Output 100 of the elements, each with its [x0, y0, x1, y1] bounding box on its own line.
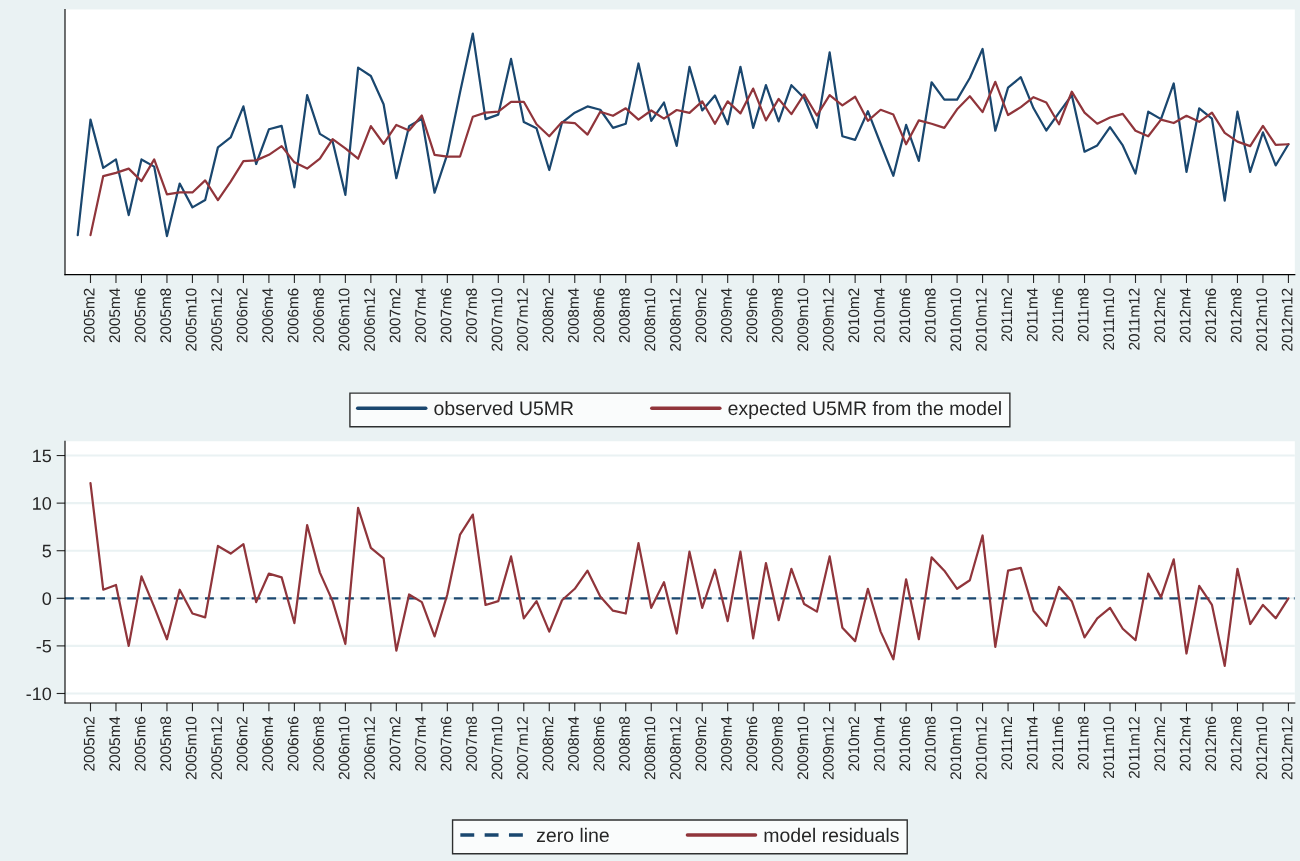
x-tick-label: 2010m2 — [848, 288, 860, 343]
x-tick-label: 2009m4 — [720, 288, 732, 343]
x-tick-label: 2008m2 — [542, 288, 554, 343]
y-tick-label: 10 — [33, 497, 52, 510]
x-tick-label: 2007m8 — [466, 716, 477, 771]
x-tick-label: 2010m8 — [924, 288, 936, 343]
x-tick-label: 2005m4 — [109, 288, 121, 343]
x-tick-label: 2008m2 — [542, 716, 554, 771]
x-tick-label: 2008m4 — [568, 716, 579, 771]
x-tick-label: 2005m6 — [134, 716, 146, 771]
x-tick-label: 2010m12 — [975, 716, 987, 780]
x-tick-label: 2009m2 — [695, 716, 707, 771]
y-tick-label: -5 — [36, 640, 52, 653]
x-tick-label: 2005m2 — [83, 288, 95, 343]
x-tick-label: 2006m10 — [338, 716, 350, 780]
x-tick-label: 2007m10 — [491, 716, 503, 780]
x-tick-label: 2005m2 — [83, 716, 95, 771]
x-tick-label: 2007m8 — [466, 288, 477, 343]
x-tick-label: 2010m8 — [924, 716, 936, 771]
x-tick-label: 2006m12 — [364, 716, 375, 780]
x-tick-label: 2010m10 — [950, 288, 962, 351]
x-tick-label: 2006m8 — [313, 288, 324, 343]
x-tick-label: 2006m2 — [236, 716, 248, 771]
x-tick-label: 2005m12 — [211, 716, 223, 780]
x-tick-label: 2010m2 — [848, 716, 860, 771]
x-tick-label: 2010m12 — [975, 288, 987, 351]
x-tick-label: 2008m12 — [670, 716, 681, 780]
x-tick-label: 2006m6 — [287, 716, 299, 771]
x-tick-label: 2011m4 — [1026, 288, 1038, 342]
x-tick-label: 2011m10 — [1103, 716, 1115, 779]
x-tick-label: 2011m12 — [1128, 716, 1140, 779]
x-tick-label: 2012m6 — [1205, 288, 1217, 343]
x-tick-label: 2012m12 — [1281, 288, 1293, 351]
x-tick-label: 2010m6 — [899, 716, 911, 771]
x-tick-label: 2009m4 — [720, 716, 732, 771]
x-tick-label: 2010m6 — [899, 288, 911, 343]
x-tick-label: 2012m6 — [1205, 716, 1217, 771]
x-tick-label: 2006m12 — [364, 288, 375, 351]
x-tick-label: 2012m4 — [1179, 716, 1191, 771]
x-tick-label: 2011m10 — [1103, 288, 1115, 350]
x-tick-label: 2009m6 — [746, 288, 758, 343]
legend-label: expected U5MR from the model — [728, 400, 1001, 420]
x-tick-label: 2009m8 — [771, 288, 783, 343]
x-tick-label: 2008m12 — [670, 288, 681, 351]
x-tick-label: 2011m2 — [1001, 288, 1013, 342]
x-tick-label: 2008m8 — [619, 288, 630, 343]
x-tick-label: 2008m6 — [593, 288, 605, 343]
x-tick-label: 2010m4 — [873, 288, 885, 343]
x-tick-label: 2012m12 — [1281, 716, 1293, 780]
x-tick-label: 2006m10 — [338, 288, 350, 351]
x-tick-label: 2010m4 — [873, 716, 885, 771]
x-tick-label: 2012m4 — [1179, 288, 1191, 343]
x-tick-label: 2006m4 — [262, 716, 274, 771]
x-tick-label: 2009m10 — [797, 288, 809, 351]
x-tick-label: 2007m2 — [389, 716, 401, 771]
x-tick-label: 2007m6 — [440, 288, 452, 343]
x-tick-label: 2008m4 — [568, 288, 579, 343]
x-tick-label: 2006m8 — [313, 716, 324, 771]
x-tick-label: 2011m2 — [1001, 716, 1013, 770]
x-tick-label: 2006m2 — [236, 288, 248, 343]
x-tick-label: 2005m10 — [185, 288, 197, 351]
x-tick-label: 2010m10 — [950, 716, 962, 780]
y-tick-label: 15 — [33, 449, 52, 463]
x-tick-label: 2012m10 — [1256, 288, 1268, 351]
x-tick-label: 2011m6 — [1052, 716, 1064, 770]
x-tick-label: 2007m4 — [415, 716, 426, 771]
x-tick-label: 2005m10 — [185, 716, 197, 780]
x-tick-label: 2007m4 — [415, 288, 426, 343]
x-tick-label: 2008m10 — [644, 288, 656, 351]
x-tick-label: 2009m8 — [771, 716, 783, 771]
x-tick-label: 2008m8 — [619, 716, 630, 771]
x-tick-label: 2009m6 — [746, 716, 758, 771]
x-tick-label: 2006m4 — [262, 288, 274, 343]
legend-label: observed U5MR — [434, 400, 574, 416]
x-tick-label: 2011m6 — [1052, 288, 1064, 342]
x-tick-label: 2012m8 — [1230, 288, 1242, 343]
x-tick-label: 2005m4 — [109, 716, 121, 771]
x-tick-label: 2007m12 — [517, 288, 528, 351]
x-tick-label: 2008m6 — [593, 716, 605, 771]
legend-label: zero line — [536, 827, 609, 843]
x-tick-label: 2007m6 — [440, 716, 452, 771]
x-tick-label: 2009m12 — [822, 288, 834, 351]
x-tick-label: 2011m8 — [1077, 288, 1089, 342]
x-tick-label: 2005m8 — [160, 288, 172, 343]
x-tick-label: 2011m12 — [1128, 288, 1140, 350]
x-tick-label: 2012m8 — [1230, 716, 1242, 771]
legend-label: model residuals — [764, 827, 899, 843]
x-tick-label: 2005m12 — [211, 288, 223, 351]
x-tick-label: 2007m2 — [389, 288, 401, 343]
x-tick-label: 2011m4 — [1026, 716, 1038, 770]
x-tick-label: 2006m6 — [287, 288, 299, 343]
y-tick-label: -10 — [26, 687, 52, 701]
x-tick-label: 2005m6 — [134, 288, 146, 343]
x-tick-label: 2009m2 — [695, 288, 707, 343]
x-tick-label: 2009m12 — [822, 716, 834, 780]
x-tick-label: 2008m10 — [644, 716, 656, 780]
x-tick-label: 2005m8 — [160, 716, 172, 771]
x-tick-label: 2012m10 — [1256, 716, 1268, 780]
y-tick-label: 0 — [42, 592, 52, 606]
x-tick-label: 2012m2 — [1154, 288, 1166, 343]
